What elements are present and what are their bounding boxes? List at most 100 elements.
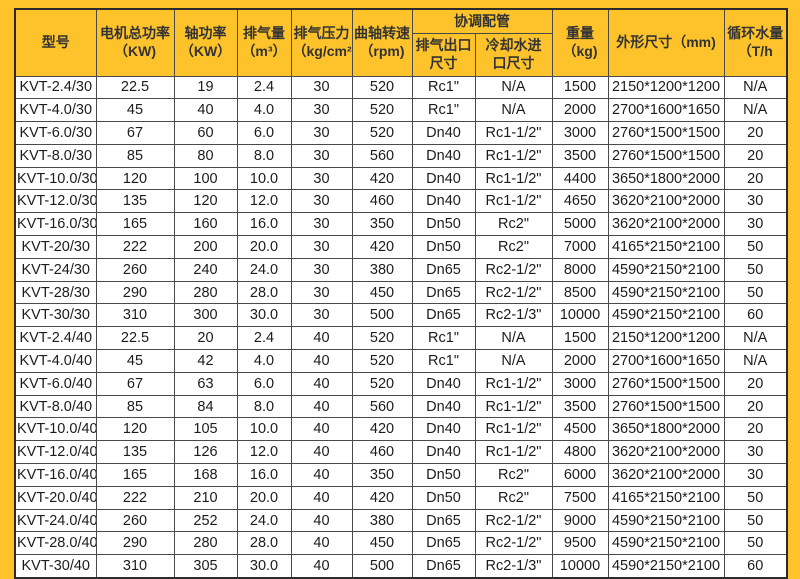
cell-displacement: 28.0 [236, 531, 292, 556]
cell-pressure: 30 [290, 98, 353, 123]
header-inlet-size: 冷却水进 口尺寸 [474, 32, 553, 77]
header-piping-group: 协调配管 [411, 8, 553, 34]
cell-water-flow: N/A [723, 75, 788, 100]
cell-outlet-size: Dn65 [411, 257, 476, 282]
cell-speed: 450 [351, 280, 413, 305]
cell-outlet-size: Dn65 [411, 303, 476, 328]
cell-motor-power: 45 [95, 349, 175, 373]
page-background: 型号 电机总功率 （KW) 轴功率 （KW） 排气量 （m³） 排气压力 （kg… [14, 8, 788, 579]
cell-motor-power: 165 [95, 212, 175, 237]
cell-water-flow: 20 [723, 394, 788, 419]
cell-dimensions: 4590*2150*2100 [607, 508, 725, 533]
cell-speed: 460 [351, 440, 413, 465]
cell-pressure: 30 [290, 143, 353, 168]
cell-weight: 8500 [551, 280, 609, 305]
cell-shaft-power: 305 [173, 554, 238, 579]
cell-speed: 520 [351, 326, 413, 351]
cell-shaft-power: 80 [173, 143, 238, 168]
cell-motor-power: 290 [95, 531, 175, 556]
cell-displacement: 20.0 [236, 485, 292, 510]
cell-displacement: 24.0 [236, 508, 292, 533]
cell-inlet-size: Rc2" [474, 212, 553, 237]
cell-outlet-size: Dn50 [411, 235, 476, 259]
table-row: KVT-24/30 260 240 24.0 30 380 Dn65 Rc2-1/2" 8000… [14, 257, 788, 282]
cell-inlet-size: Rc1-1/2" [474, 189, 553, 214]
cell-dimensions: 4590*2150*2100 [607, 531, 725, 556]
cell-inlet-size: Rc2-1/2" [474, 531, 553, 556]
cell-speed: 420 [351, 417, 413, 442]
cell-outlet-size: Dn40 [411, 371, 476, 396]
cell-motor-power: 135 [95, 440, 175, 465]
cell-speed: 520 [351, 121, 413, 145]
cell-outlet-size: Dn65 [411, 508, 476, 533]
cell-displacement: 2.4 [236, 326, 292, 351]
cell-weight: 4500 [551, 417, 609, 442]
cell-speed: 350 [351, 463, 413, 487]
cell-dimensions: 4590*2150*2100 [607, 280, 725, 305]
cell-weight: 3000 [551, 371, 609, 396]
table-row: KVT-10.0/30 120 100 10.0 30 420 Dn40 Rc1-1/2" 44… [14, 166, 788, 191]
cell-inlet-size: Rc1-1/2" [474, 143, 553, 168]
cell-shaft-power: 280 [173, 531, 238, 556]
cell-speed: 350 [351, 212, 413, 237]
cell-dimensions: 2760*1500*1500 [607, 371, 725, 396]
cell-motor-power: 120 [95, 166, 175, 191]
cell-outlet-size: Dn65 [411, 280, 476, 305]
cell-displacement: 4.0 [236, 98, 292, 123]
cell-outlet-size: Rc1" [411, 75, 476, 100]
cell-speed: 420 [351, 235, 413, 259]
cell-shaft-power: 42 [173, 349, 238, 373]
cell-inlet-size: Rc2-1/3" [474, 554, 553, 579]
cell-outlet-size: Dn40 [411, 440, 476, 465]
cell-dimensions: 2760*1500*1500 [607, 143, 725, 168]
cell-model: KVT-28/30 [14, 280, 97, 305]
table-row: KVT-28.0/40 290 280 28.0 40 450 Dn65 Rc2-1/2" 95… [14, 531, 788, 556]
cell-model: KVT-20/30 [14, 235, 97, 259]
cell-inlet-size: Rc2-1/2" [474, 257, 553, 282]
cell-inlet-size: Rc1-1/2" [474, 371, 553, 396]
cell-weight: 2000 [551, 98, 609, 123]
cell-weight: 3500 [551, 394, 609, 419]
cell-weight: 9000 [551, 508, 609, 533]
cell-model: KVT-28.0/40 [14, 531, 97, 556]
cell-inlet-size: Rc2" [474, 485, 553, 510]
cell-inlet-size: Rc2-1/3" [474, 303, 553, 328]
cell-weight: 7000 [551, 235, 609, 259]
cell-displacement: 12.0 [236, 440, 292, 465]
cell-dimensions: 4590*2150*2100 [607, 303, 725, 328]
cell-water-flow: 20 [723, 166, 788, 191]
table-row: KVT-24.0/40 260 252 24.0 40 380 Dn65 Rc2-1/2" 90… [14, 508, 788, 533]
header-speed: 曲轴转速 （rpm) [351, 8, 413, 77]
cell-inlet-size: Rc2" [474, 463, 553, 487]
cell-dimensions: 4165*2150*2100 [607, 485, 725, 510]
cell-dimensions: 4165*2150*2100 [607, 235, 725, 259]
cell-displacement: 8.0 [236, 394, 292, 419]
cell-weight: 3500 [551, 143, 609, 168]
cell-displacement: 6.0 [236, 371, 292, 396]
cell-pressure: 30 [290, 212, 353, 237]
header-weight: 重量 （kg) [551, 8, 609, 77]
table-row: KVT-8.0/30 85 80 8.0 30 560 Dn40 Rc1-1/2" 3500 27… [14, 143, 788, 168]
cell-motor-power: 120 [95, 417, 175, 442]
header-displacement: 排气量 （m³） [236, 8, 292, 77]
table-row: KVT-12.0/40 135 126 12.0 40 460 Dn40 Rc1-1/2" 48… [14, 440, 788, 465]
spec-table: 型号 电机总功率 （KW) 轴功率 （KW） 排气量 （m³） 排气压力 （kg… [14, 8, 788, 579]
table-row: KVT-10.0/40 120 105 10.0 40 420 Dn40 Rc1-1/2" 45… [14, 417, 788, 442]
cell-outlet-size: Dn65 [411, 554, 476, 579]
cell-displacement: 16.0 [236, 212, 292, 237]
cell-outlet-size: Dn65 [411, 531, 476, 556]
cell-pressure: 30 [290, 189, 353, 214]
cell-pressure: 30 [290, 280, 353, 305]
table-row: KVT-6.0/30 67 60 6.0 30 520 Dn40 Rc1-1/2" 3000 27… [14, 121, 788, 145]
cell-inlet-size: Rc2-1/2" [474, 508, 553, 533]
cell-shaft-power: 20 [173, 326, 238, 351]
cell-dimensions: 4590*2150*2100 [607, 257, 725, 282]
cell-displacement: 24.0 [236, 257, 292, 282]
cell-inlet-size: N/A [474, 326, 553, 351]
cell-dimensions: 3620*2100*2000 [607, 212, 725, 237]
cell-shaft-power: 60 [173, 121, 238, 145]
cell-shaft-power: 280 [173, 280, 238, 305]
header-motor-power: 电机总功率 （KW) [95, 8, 175, 77]
cell-speed: 380 [351, 257, 413, 282]
cell-model: KVT-2.4/30 [14, 75, 97, 100]
